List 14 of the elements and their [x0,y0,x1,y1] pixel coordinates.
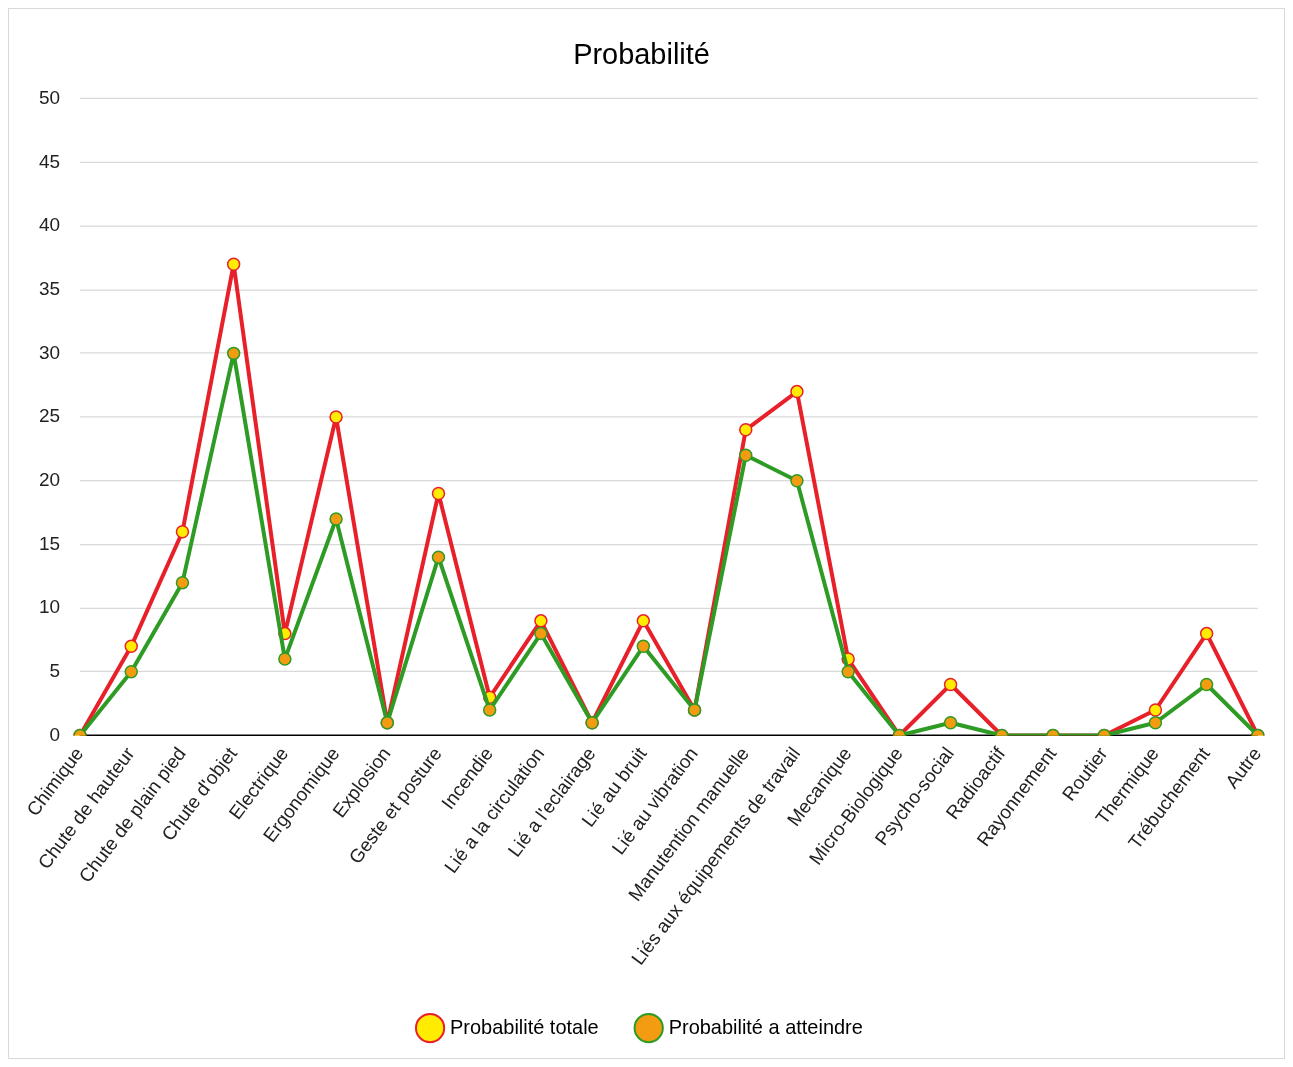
y-tick-label: 45 [38,150,61,172]
y-tick-label: 25 [38,405,61,427]
y-tick-label: 35 [38,277,61,299]
y-tick-label: 20 [38,468,61,490]
legend-label: Probabilité a atteindre [668,1015,863,1038]
y-tick-label: 15 [38,532,61,554]
y-tick-label: 30 [38,341,61,363]
y-tick-label: 50 [38,86,61,108]
y-tick-label: 0 [49,723,61,745]
y-tick-label: 10 [38,596,61,618]
y-tick-label: 5 [49,660,61,682]
chart-title: Probabilité [573,38,710,71]
y-tick-label: 40 [38,214,61,236]
legend-label: Probabilité totale [450,1015,599,1038]
